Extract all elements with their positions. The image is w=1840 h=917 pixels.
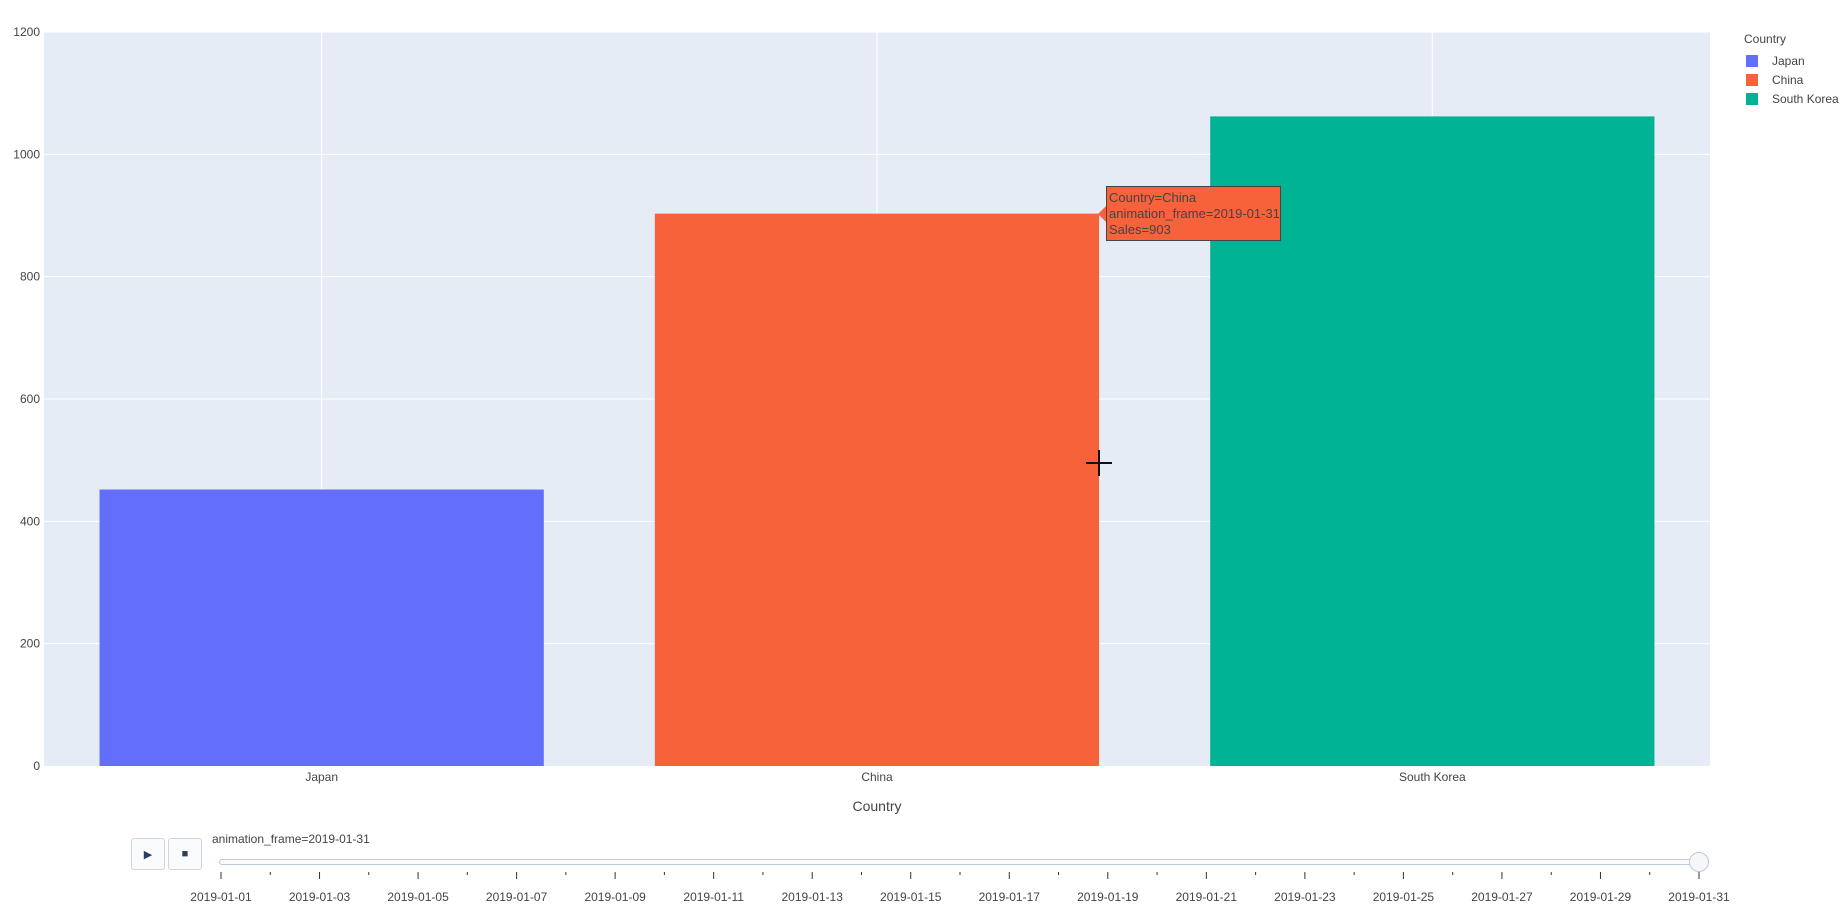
slider-step-label: 2019-01-17 — [979, 890, 1041, 904]
legend: Country Japan China South Korea — [1736, 32, 1839, 108]
animation-slider-handle[interactable] — [1689, 852, 1709, 872]
y-tick-label: 1000 — [13, 147, 40, 161]
slider-step-label: 2019-01-25 — [1373, 890, 1435, 904]
animation-slider-track[interactable] — [219, 859, 1700, 865]
legend-title: Country — [1744, 32, 1787, 46]
legend-item-south-korea[interactable]: South Korea — [1736, 89, 1839, 108]
slider-step-label: 2019-01-11 — [683, 890, 744, 904]
slider-step-label: 2019-01-01 — [190, 890, 252, 904]
slider-step-label: 2019-01-19 — [1077, 890, 1139, 904]
y-tick-label: 0 — [33, 759, 40, 773]
legend-label-japan: Japan — [1772, 53, 1805, 68]
tooltip-line-sales: Sales=903 — [1109, 222, 1171, 237]
slider-step-label: 2019-01-09 — [584, 890, 646, 904]
stop-icon: ■ — [181, 848, 189, 860]
bar-south-korea[interactable] — [1210, 116, 1655, 766]
slider-step-label: 2019-01-15 — [880, 890, 942, 904]
tooltip-line-country: Country=China — [1109, 190, 1197, 205]
stop-button[interactable]: ■ — [168, 838, 202, 870]
slider-step-label: 2019-01-29 — [1570, 890, 1632, 904]
legend-item-japan[interactable]: Japan — [1736, 51, 1839, 70]
slider-step-label: 2019-01-13 — [782, 890, 844, 904]
y-tick-label: 400 — [20, 514, 40, 528]
slider-step-label: 2019-01-31 — [1668, 890, 1730, 904]
x-tick-label-china: China — [861, 770, 893, 784]
bar-china[interactable] — [654, 213, 1100, 767]
slider-step-label: 2019-01-27 — [1471, 890, 1533, 904]
y-tick-label: 200 — [20, 637, 40, 651]
y-tick-label: 600 — [20, 392, 40, 406]
slider-step-label: 2019-01-23 — [1274, 890, 1336, 904]
legend-swatch-south-korea — [1746, 92, 1758, 105]
slider-step-label: 2019-01-03 — [289, 890, 351, 904]
legend-label-south-korea: South Korea — [1772, 91, 1839, 106]
tooltip-line-frame: animation_frame=2019-01-31 — [1109, 206, 1280, 221]
slider-step-label: 2019-01-07 — [486, 890, 548, 904]
legend-swatch-japan — [1746, 54, 1758, 67]
x-tick-label-japan: Japan — [305, 770, 338, 784]
y-tick-label: 800 — [20, 270, 40, 284]
tooltip-pointer — [1098, 205, 1107, 223]
x-axis-title: Country — [852, 798, 901, 814]
hover-tooltip: Country=China animation_frame=2019-01-31… — [1106, 186, 1281, 241]
play-icon: ▶ — [143, 848, 153, 861]
legend-item-china[interactable]: China — [1736, 70, 1839, 89]
bar-japan[interactable] — [99, 489, 544, 766]
legend-swatch-china — [1746, 73, 1758, 86]
legend-label-china: China — [1772, 72, 1804, 87]
play-button[interactable]: ▶ — [131, 838, 165, 870]
x-tick-label-south-korea: South Korea — [1399, 770, 1466, 784]
current-frame-label: animation_frame=2019-01-31 — [212, 832, 370, 846]
crosshair-cursor-icon-vertical — [1098, 450, 1100, 476]
slider-step-label: 2019-01-21 — [1176, 890, 1238, 904]
slider-step-label: 2019-01-05 — [387, 890, 449, 904]
y-tick-label: 1200 — [13, 25, 40, 39]
